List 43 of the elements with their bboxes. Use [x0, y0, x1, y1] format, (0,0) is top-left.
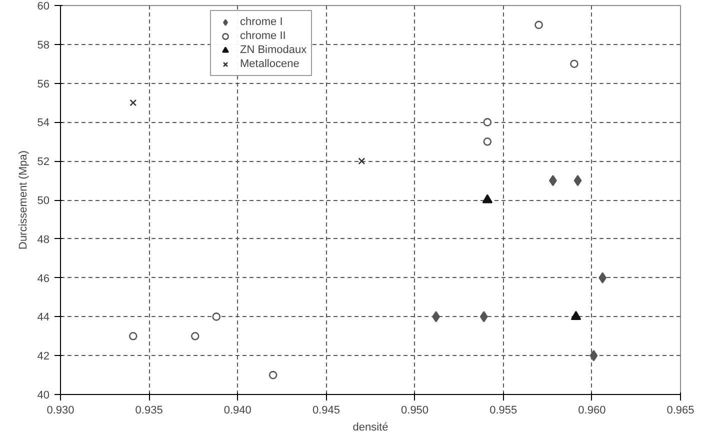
point: [590, 350, 598, 362]
point: [432, 311, 440, 322]
y-tick-label: 56: [37, 78, 50, 90]
point: [358, 158, 366, 165]
x-tick-label: 0.955: [490, 404, 518, 416]
y-tick-label: 48: [37, 234, 50, 246]
y-tick-label: 46: [37, 272, 50, 285]
legend-label: ZN Bimodaux: [240, 43, 307, 57]
legend-label: chrome I: [240, 15, 283, 29]
x-tick-label: 0.965: [666, 404, 694, 416]
point: [483, 138, 492, 146]
point: [268, 370, 278, 380]
point: [482, 194, 493, 204]
y-tick-label: 40: [37, 390, 50, 402]
y-tick-label: 44: [37, 312, 50, 324]
point: [483, 118, 492, 126]
y-tick-label: 42: [37, 350, 50, 363]
point: [548, 174, 557, 186]
point: [570, 310, 582, 320]
legend-label: Metallocene: [240, 57, 300, 71]
x-tick-label: 0.950: [401, 404, 429, 416]
y-tick-label: 60: [37, 0, 50, 12]
point: [128, 332, 138, 340]
point: [212, 312, 221, 321]
point: [570, 60, 578, 68]
point: [190, 332, 200, 340]
point: [534, 20, 543, 30]
y-tick-label: 54: [37, 117, 50, 130]
x-axis-title: densité: [352, 422, 388, 434]
y-tick-label: 50: [37, 195, 50, 207]
x-tick-label: 0.930: [46, 404, 74, 416]
legend-label: chrome II: [240, 29, 286, 43]
x-tick-label: 0.945: [312, 404, 340, 416]
y-axis-title: Durcissement (Mpa): [17, 150, 30, 250]
point: [598, 272, 607, 284]
point: [480, 311, 488, 322]
x-tick-label: 0.935: [135, 404, 163, 416]
y-tick-label: 58: [37, 39, 50, 52]
x-tick-label: 0.960: [578, 404, 606, 416]
point: [574, 174, 582, 186]
x-tick-label: 0.940: [224, 404, 252, 416]
point: [130, 99, 137, 106]
y-tick-label: 52: [37, 156, 50, 168]
